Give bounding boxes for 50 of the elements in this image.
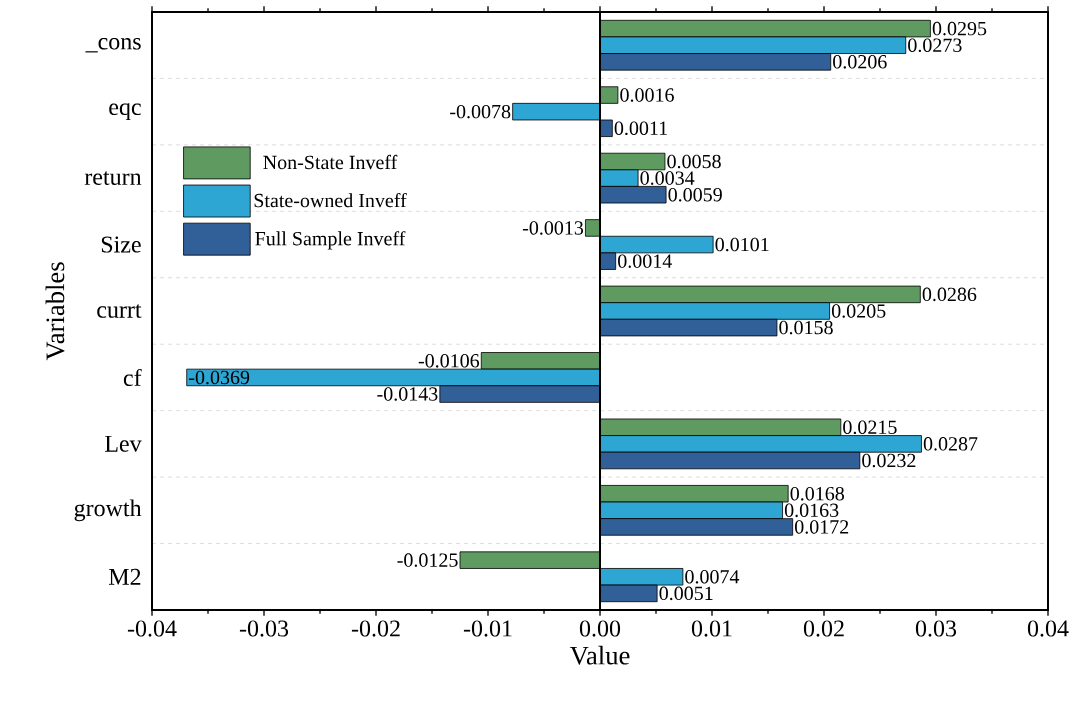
x-tick-label: 0.00 xyxy=(579,620,621,637)
data-label: 0.0011 xyxy=(614,121,667,136)
x-axis-title: Value xyxy=(569,645,630,665)
y-tick-label: M2 xyxy=(108,568,141,585)
data-label: 0.0168 xyxy=(790,486,844,501)
data-label: 0.0074 xyxy=(685,569,740,584)
x-tick-label: -0.04 xyxy=(127,620,177,637)
data-label: 0.0287 xyxy=(923,437,978,451)
y-tick-label: Lev xyxy=(104,435,142,452)
data-label: -0.0106 xyxy=(418,354,480,368)
data-label: -0.0143 xyxy=(377,387,438,401)
legend-label: State-owned Inveff xyxy=(254,193,407,208)
data-label: 0.0034 xyxy=(640,171,695,185)
y-tick-label: eqc xyxy=(109,103,141,120)
data-label: -0.0125 xyxy=(397,553,458,567)
legend-label: Non-State Inveff xyxy=(263,154,398,170)
x-tick-label: -0.01 xyxy=(463,620,512,637)
data-label: 0.0158 xyxy=(779,320,833,335)
x-tick-label: 0.01 xyxy=(691,620,732,637)
data-label: 0.0059 xyxy=(668,187,722,202)
y-tick-label: _cons xyxy=(85,38,141,53)
legend-label: Full Sample Inveff xyxy=(255,231,406,250)
x-tick-label: 0.04 xyxy=(1027,620,1069,637)
data-label: 0.0205 xyxy=(831,304,886,318)
y-tick-label: cf xyxy=(123,368,142,387)
y-tick-label: Size xyxy=(101,236,141,253)
data-label: -0.0078 xyxy=(450,104,511,119)
y-tick-label: currt xyxy=(97,304,142,318)
x-tick-label: 0.02 xyxy=(803,620,844,637)
data-label: 0.0163 xyxy=(784,503,839,518)
data-label: 0.0215 xyxy=(843,420,897,435)
x-tick-label: 0.03 xyxy=(915,620,957,637)
y-tick-label: return xyxy=(84,171,142,185)
data-label: -0.0013 xyxy=(522,221,584,235)
data-label: 0.0273 xyxy=(908,38,962,53)
x-tick-label: -0.02 xyxy=(351,620,400,637)
data-label: 0.0295 xyxy=(932,21,987,36)
data-label: -0.0369 xyxy=(189,370,250,385)
data-label: 0.0172 xyxy=(794,520,849,534)
x-tick-label: -0.03 xyxy=(239,620,289,637)
data-label: 0.0051 xyxy=(659,586,713,601)
data-label: 0.0286 xyxy=(922,287,977,302)
data-label: 0.0058 xyxy=(667,154,721,169)
data-label: 0.0206 xyxy=(833,55,887,69)
y-axis-title: Variables xyxy=(45,262,65,361)
data-label: 0.0014 xyxy=(618,254,672,268)
data-label: 0.0101 xyxy=(715,237,769,252)
y-tick-label: growth xyxy=(74,499,142,522)
data-label: 0.0016 xyxy=(620,88,674,102)
data-label: 0.0232 xyxy=(862,453,916,468)
